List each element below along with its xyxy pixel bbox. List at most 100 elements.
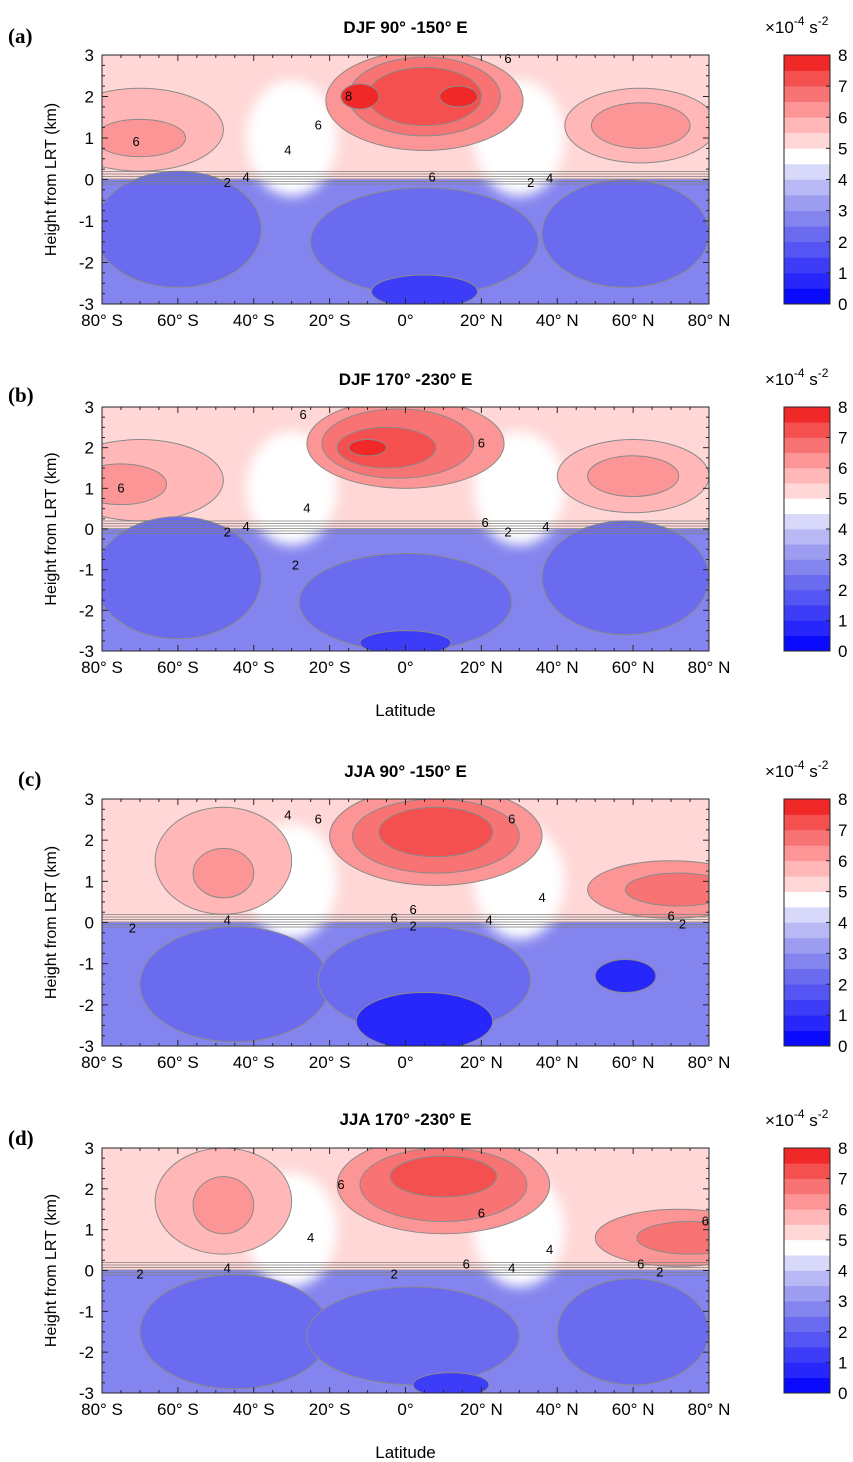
colorbar-tick-label: 7 bbox=[838, 1170, 847, 1189]
colorbar-level bbox=[784, 1362, 830, 1378]
colorbar-level bbox=[784, 1209, 830, 1225]
x-tick-label: 60° S bbox=[157, 658, 199, 677]
colorbar: 0 1 2 3 4 5 6 7 8 ×10-4 s-2 bbox=[765, 366, 847, 661]
colorbar-tick-label: 6 bbox=[838, 459, 847, 478]
y-tick-label: -3 bbox=[79, 1037, 94, 1056]
colorbar-tick-label: 2 bbox=[838, 1323, 847, 1342]
colorbar-level bbox=[784, 605, 830, 621]
contour-label: 4 bbox=[538, 890, 545, 905]
colorbar-tick-label: 1 bbox=[838, 264, 847, 283]
y-tick-label: 1 bbox=[85, 1221, 94, 1240]
colorbar-level bbox=[784, 272, 830, 289]
y-tick-label: -3 bbox=[79, 295, 94, 314]
colorbar-level bbox=[784, 226, 830, 243]
colorbar-tick-label: 6 bbox=[838, 852, 847, 871]
contour-region bbox=[139, 926, 331, 1043]
colorbar-level bbox=[784, 1316, 830, 1333]
x-tick-label: 60° N bbox=[612, 658, 655, 677]
colorbar-tick-label: 8 bbox=[838, 790, 847, 809]
contour-region bbox=[102, 463, 167, 506]
colorbar-level bbox=[784, 529, 830, 545]
colorbar-level bbox=[784, 907, 830, 923]
y-tick-label: 2 bbox=[85, 831, 94, 850]
colorbar: 0 1 2 3 4 5 6 7 8 ×10-4 s-2 bbox=[765, 14, 847, 314]
x-tick-label: 20° S bbox=[309, 311, 351, 330]
colorbar: 0 1 2 3 4 5 6 7 8 ×10-4 s-2 bbox=[765, 758, 847, 1056]
colorbar-tick-label: 7 bbox=[838, 821, 847, 840]
contour-region bbox=[340, 83, 380, 110]
colorbar-tick-label: 7 bbox=[838, 77, 847, 96]
contour-label: 4 bbox=[307, 1230, 314, 1245]
y-tick-label: -1 bbox=[79, 955, 94, 974]
contour-label: 4 bbox=[485, 912, 492, 927]
contour-label: 6 bbox=[299, 407, 306, 422]
white-zone bbox=[246, 79, 338, 197]
y-tick-label: 0 bbox=[85, 520, 94, 539]
contour-field bbox=[102, 407, 709, 651]
contour-label: 6 bbox=[482, 515, 489, 530]
contour-label: 6 bbox=[463, 1256, 470, 1271]
colorbar-tick-label: 3 bbox=[838, 944, 847, 963]
x-tick-label: 0° bbox=[397, 658, 413, 677]
x-axis-label: Latitude bbox=[375, 1443, 436, 1462]
colorbar-tick-label: 0 bbox=[838, 295, 847, 314]
x-tick-label: 80° N bbox=[688, 1400, 731, 1419]
contour-label: 4 bbox=[303, 501, 310, 516]
contour-region bbox=[587, 455, 680, 497]
x-tick-label: 20° S bbox=[309, 1400, 351, 1419]
colorbar-tick-label: 1 bbox=[838, 612, 847, 631]
colorbar-level bbox=[784, 860, 830, 877]
y-tick-label: -1 bbox=[79, 212, 94, 231]
colorbar-tick-label: 1 bbox=[838, 1006, 847, 1025]
contour-label: 2 bbox=[679, 917, 686, 932]
y-tick-label: 1 bbox=[85, 872, 94, 891]
x-tick-label: 60° N bbox=[612, 311, 655, 330]
contour-region bbox=[541, 179, 709, 288]
y-tick-label: -1 bbox=[79, 561, 94, 580]
contour-label: 4 bbox=[243, 519, 250, 534]
y-tick-label: -3 bbox=[79, 1384, 94, 1403]
colorbar-level bbox=[784, 829, 830, 846]
contour-label: 6 bbox=[478, 1205, 485, 1220]
colorbar-level bbox=[784, 922, 830, 939]
colorbar-level bbox=[784, 179, 830, 196]
y-tick-label: 1 bbox=[85, 129, 94, 148]
contour-region bbox=[102, 516, 262, 640]
colorbar-tick-label: 3 bbox=[838, 1292, 847, 1311]
contour-label: 2 bbox=[527, 175, 534, 190]
contour-region bbox=[590, 102, 691, 149]
y-tick-label: 2 bbox=[85, 439, 94, 458]
contour-label: 2 bbox=[391, 1267, 398, 1282]
y-axis-label: Height from LRT (km) bbox=[43, 1194, 60, 1347]
y-tick-label: 0 bbox=[85, 914, 94, 933]
contour-label: 8 bbox=[345, 89, 352, 104]
colorbar-unit-label: ×10-4 s-2 bbox=[765, 14, 829, 37]
colorbar-tick-label: 5 bbox=[838, 490, 847, 509]
colorbar-level bbox=[784, 437, 830, 454]
y-axis-label: Height from LRT (km) bbox=[43, 846, 60, 999]
contour-label: 6 bbox=[337, 1177, 344, 1192]
colorbar-level bbox=[784, 70, 830, 87]
colorbar-level bbox=[784, 483, 830, 499]
contour-region bbox=[556, 1278, 709, 1386]
contour-label: 6 bbox=[133, 134, 140, 149]
colorbar-level bbox=[784, 1148, 830, 1164]
colorbar-tick-label: 8 bbox=[838, 46, 847, 65]
x-tick-label: 20° S bbox=[309, 658, 351, 677]
y-tick-label: -2 bbox=[79, 1343, 94, 1362]
colorbar-tick-label: 2 bbox=[838, 975, 847, 994]
x-tick-label: 20° N bbox=[460, 1400, 503, 1419]
x-tick-label: 0° bbox=[397, 1053, 413, 1072]
contour-label: 6 bbox=[117, 480, 124, 495]
colorbar-level bbox=[784, 984, 830, 1000]
colorbar-level bbox=[784, 1285, 830, 1302]
panel-title: DJF 170° -230° E bbox=[339, 370, 473, 389]
colorbar-tick-label: 8 bbox=[838, 398, 847, 417]
colorbar-level bbox=[784, 937, 830, 954]
x-tick-label: 0° bbox=[397, 311, 413, 330]
colorbar-level bbox=[784, 257, 830, 274]
contour-label: 4 bbox=[546, 171, 553, 186]
x-tick-label: 40° S bbox=[233, 1400, 275, 1419]
colorbar-level bbox=[784, 953, 830, 970]
